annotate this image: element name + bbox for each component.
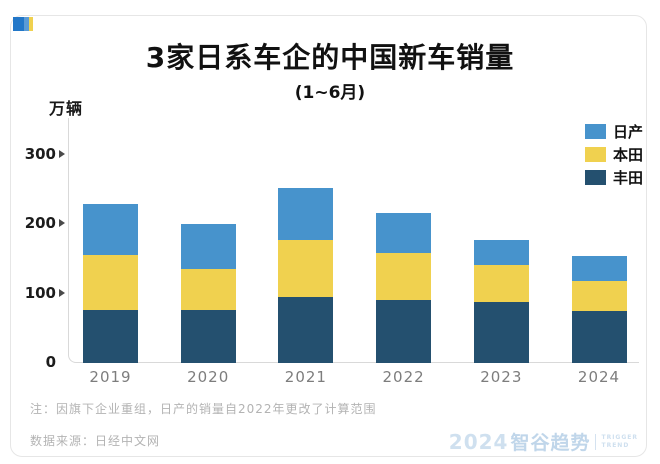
- legend-item-0: 日产: [585, 123, 644, 141]
- bar-segment-2020-1: [180, 268, 236, 310]
- y-tick-arrow-200: [59, 219, 65, 227]
- bar-segment-2022-0: [376, 300, 432, 363]
- bar-segment-2021-0: [278, 296, 334, 363]
- bar-segment-2024-0: [571, 310, 627, 363]
- legend-swatch-1: [585, 147, 606, 162]
- bar-segment-2023-2: [473, 239, 529, 265]
- data-source: 数据来源：日经中文网: [30, 434, 161, 448]
- watermark-subtext-line2: TREND: [601, 441, 630, 449]
- legend-item-2: 丰田: [585, 169, 644, 187]
- legend-swatch-2: [585, 170, 606, 185]
- bar-segment-2019-2: [83, 203, 138, 255]
- bar-segment-2020-0: [180, 309, 236, 363]
- y-tick-arrow-300: [59, 149, 65, 158]
- watermark-year: 2024: [448, 429, 509, 454]
- watermark-brand: 智谷趋势: [510, 432, 591, 454]
- bar-segment-2024-1: [571, 280, 627, 311]
- legend: 日产 本田 丰田: [585, 123, 644, 193]
- legend-item-1: 本田: [585, 146, 644, 164]
- y-tick-arrow-100: [59, 288, 65, 297]
- x-tick-label-2021: 2021: [284, 368, 327, 386]
- x-tick-label-2024: 2024: [577, 368, 621, 386]
- x-tick-label-2019: 2019: [89, 368, 132, 386]
- corner-flag-stripe-lightblue: [24, 17, 29, 31]
- x-tick-label-2022: 2022: [382, 368, 425, 386]
- chart-title: 3家日系车企的中国新车销量: [145, 41, 515, 74]
- bar-segment-2022-1: [376, 252, 432, 301]
- bar-segment-2023-0: [473, 302, 529, 363]
- bar-segment-2024-2: [571, 256, 627, 281]
- bar-segment-2021-2: [278, 187, 334, 240]
- x-tick-label-2023: 2023: [480, 368, 523, 386]
- watermark-divider: [595, 433, 597, 450]
- corner-flag-stripe-yellow: [29, 17, 33, 31]
- legend-label-0: 日产: [613, 123, 644, 141]
- corner-flag-stripe-blue: [13, 17, 24, 31]
- x-tick-label-2020: 2020: [187, 368, 230, 386]
- bar-segment-2021-1: [278, 239, 334, 297]
- y-tick-label-100: 100: [24, 283, 56, 302]
- bar-segment-2020-2: [180, 224, 236, 269]
- legend-label-2: 丰田: [613, 169, 644, 187]
- legend-label-1: 本田: [613, 146, 644, 164]
- watermark-subtext-line1: TRIGGER: [601, 433, 638, 441]
- footnote: 注：因旗下企业重组，日产的销量自2022年更改了计算范围: [30, 402, 377, 416]
- brand-watermark: 2024 智谷趋势 TRIGGER TREND: [449, 428, 638, 455]
- chart-subtitle: (1~6月): [294, 83, 366, 103]
- y-axis-unit-label: 万辆: [49, 99, 84, 118]
- watermark-subtext: TRIGGER TREND: [601, 434, 638, 450]
- y-tick-label-0: 0: [45, 353, 56, 371]
- legend-swatch-0: [585, 124, 606, 139]
- bar-segment-2023-1: [473, 264, 529, 303]
- y-tick-label-200: 200: [24, 214, 56, 232]
- y-tick-label-300: 300: [24, 144, 56, 163]
- axis-frame: [68, 118, 639, 363]
- bar-segment-2022-2: [376, 213, 432, 253]
- bar-segment-2019-1: [83, 254, 138, 310]
- bar-segment-2019-0: [83, 309, 138, 363]
- corner-flag-icon: [13, 17, 33, 31]
